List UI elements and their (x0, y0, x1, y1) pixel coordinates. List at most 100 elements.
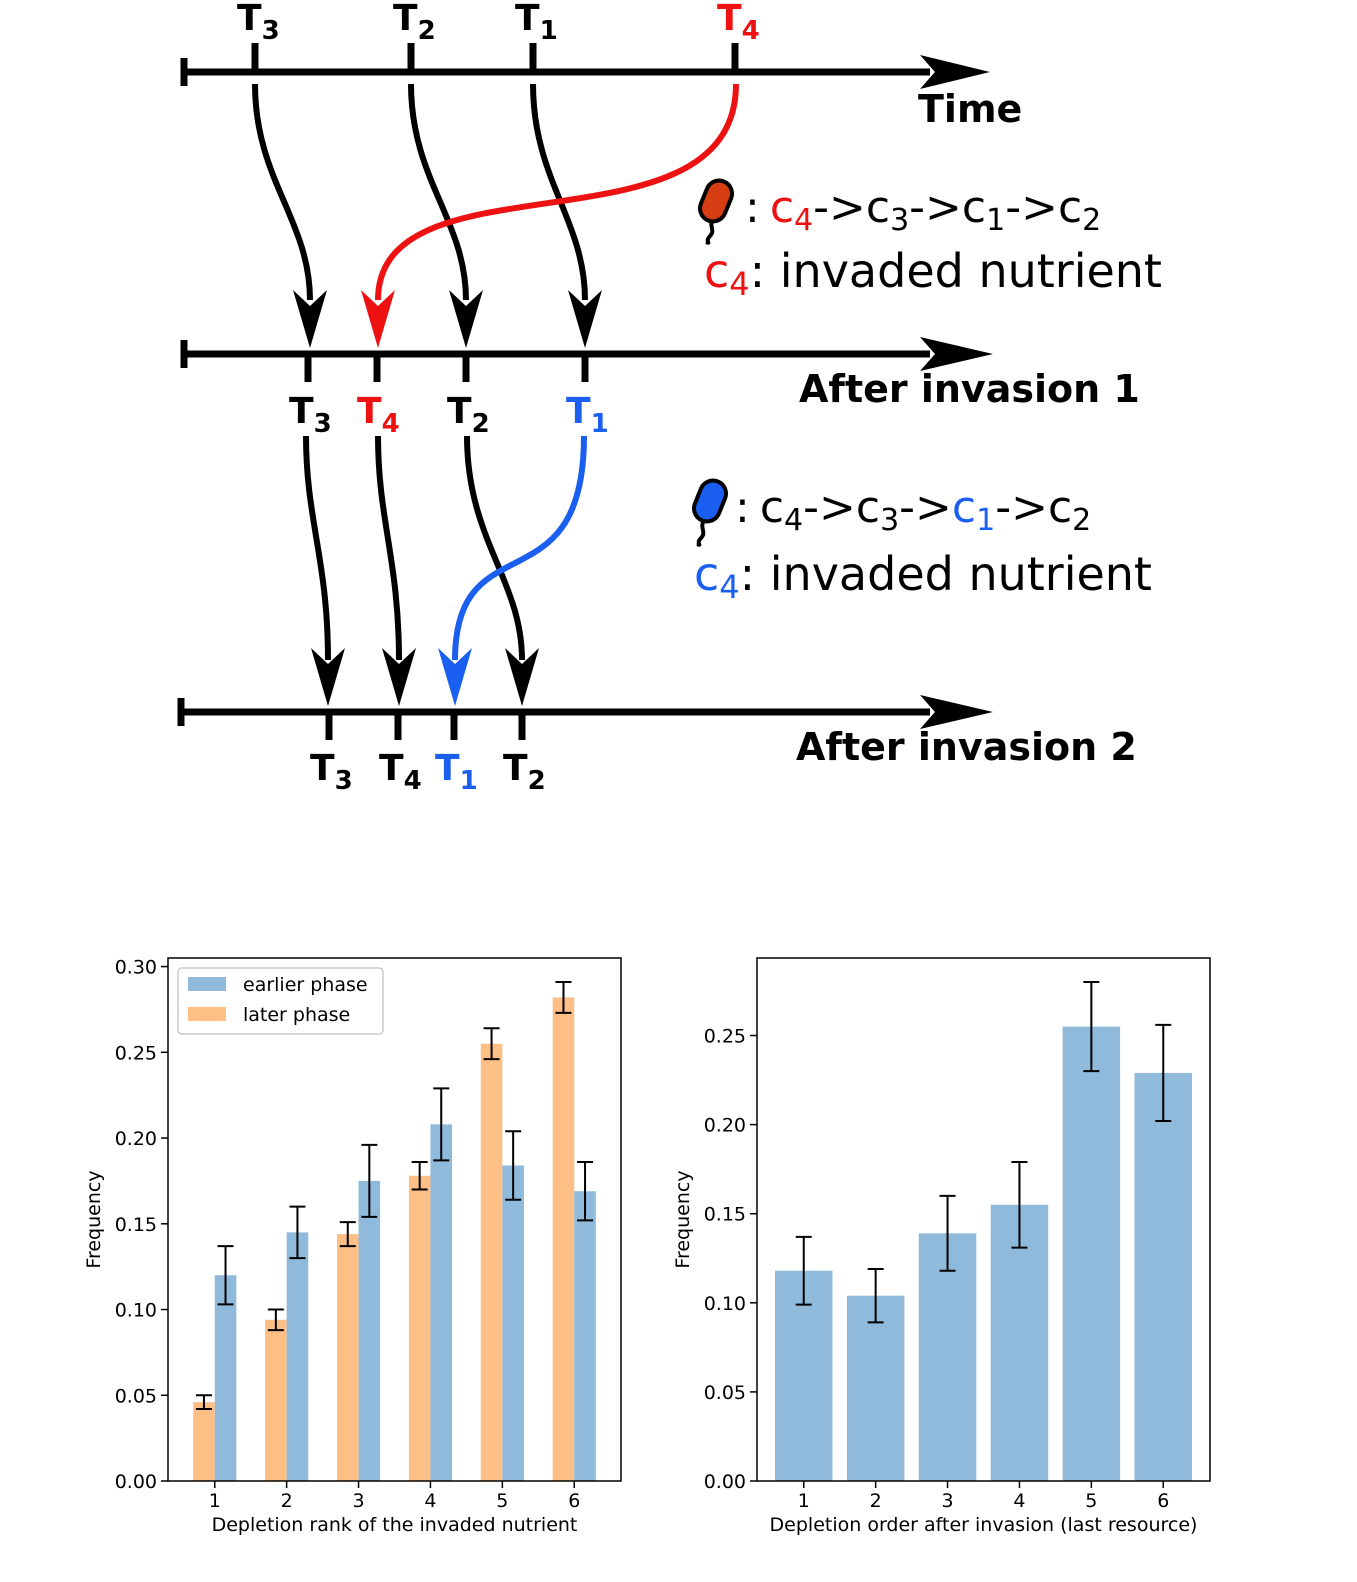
legend-label: earlier phase (243, 974, 368, 996)
bar (265, 1319, 287, 1481)
x-tick-label: 1 (798, 1490, 810, 1512)
y-tick-label: 0.05 (115, 1385, 157, 1407)
chart-depletion-order: 0.00 0.05 0.10 0.15 0.20 0.25 1 2 3 4 5 6Depletion … (672, 957, 1211, 1536)
blue-microbe-icon (692, 478, 728, 547)
x-tick-label: 2 (281, 1490, 293, 1512)
x-tick-label: 4 (424, 1490, 436, 1512)
curved-arrow (375, 435, 402, 661)
timeline-after-invasion-1: T3 T4 T2 T1 After invasion 1 (180, 337, 1140, 439)
curved-arrow (408, 83, 469, 301)
x-tick-label: 1 (209, 1490, 221, 1512)
tick-label: T1 (435, 748, 478, 796)
curved-arrow (464, 435, 525, 661)
depletion-order: : c4->c3->c1->c2 (745, 182, 1101, 238)
timeline-diagram: T3 T2 T1 T4 Time T3 T4 T2 T1 After invas… (177, 0, 1162, 796)
tick-label: T4 (357, 391, 400, 439)
bar (1134, 1072, 1193, 1481)
bar (193, 1402, 215, 1481)
invaded-nutrient-label: c4: invaded nutrient (704, 244, 1162, 303)
tick-label: T3 (237, 0, 280, 46)
y-axis-label: Frequency (672, 1170, 694, 1268)
curved-arrow (252, 83, 313, 301)
timeline-title: Time (918, 87, 1022, 131)
y-axis-label: Frequency (83, 1170, 105, 1268)
invasion-legend-1: : c4->c3->c1->c2 c4: invaded nutrient (698, 178, 1162, 303)
bar (430, 1124, 453, 1481)
tick-label: T2 (393, 0, 436, 46)
x-axis-label: Depletion rank of the invaded nutrient (212, 1514, 578, 1536)
timeline-after-invasion-2: T3 T4 T1 T2 After invasion 2 (177, 695, 1137, 796)
connection-arrows-2 (303, 435, 587, 661)
invaded-nutrient-label: c4: invaded nutrient (694, 547, 1152, 606)
x-tick-label: 4 (1013, 1490, 1025, 1512)
bar (846, 1295, 905, 1481)
bar (990, 1204, 1049, 1481)
y-tick-label: 0.20 (704, 1115, 746, 1137)
curved-arrow-red (375, 83, 739, 301)
bar (774, 1270, 833, 1481)
legend-label: later phase (243, 1004, 350, 1026)
y-tick-label: 0.30 (115, 957, 157, 979)
x-tick-label: 5 (496, 1490, 508, 1512)
tick-marks (304, 354, 589, 382)
legend-frame (177, 967, 384, 1035)
bar (480, 1043, 503, 1481)
bar (552, 997, 575, 1481)
y-tick-label: 0.15 (704, 1204, 746, 1226)
bar (358, 1180, 381, 1481)
chart-legend: earlier phase later phase (177, 967, 384, 1035)
y-tick-label: 0.05 (704, 1382, 746, 1404)
depletion-order: : c4->c3->c1->c2 (735, 482, 1091, 538)
tick-label: T1 (515, 0, 558, 46)
red-microbe-icon (698, 178, 734, 245)
curved-arrow-blue (452, 435, 587, 661)
invasion-legend-2: : c4->c3->c1->c2 c4: invaded nutrient (692, 478, 1152, 606)
arrowheads-2 (311, 648, 539, 706)
legend-swatch (188, 977, 226, 991)
tick-label: T2 (447, 391, 490, 439)
x-tick-label: 5 (1085, 1490, 1097, 1512)
y-tick-label: 0.25 (115, 1042, 157, 1064)
x-tick-label: 3 (942, 1490, 954, 1512)
tick-label: T4 (379, 748, 422, 796)
plot-frame (167, 957, 622, 1482)
y-tick-label: 0.00 (115, 1471, 157, 1493)
tick-marks (325, 712, 526, 740)
y-tick-label: 0.25 (704, 1026, 746, 1048)
tick-label: T3 (289, 391, 332, 439)
timeline-arrowhead (920, 337, 993, 371)
timeline-time: T3 T2 T1 T4 Time (180, 0, 1022, 131)
bar (336, 1234, 359, 1481)
bar (1062, 1026, 1121, 1481)
y-tick-label: 0.15 (115, 1214, 157, 1236)
connection-arrows-1 (252, 83, 739, 301)
curved-arrow (303, 435, 331, 661)
bar (502, 1165, 524, 1481)
arrowheads-1 (293, 290, 602, 348)
tick-label: T3 (310, 748, 353, 796)
bar (918, 1233, 977, 1481)
chart-depletion-rank: 0.00 0.05 0.10 0.15 0.20 0.25 0.30 1 2 3 4 5 6Deplet… (83, 957, 622, 1536)
tick-label: T2 (503, 748, 546, 796)
bar (408, 1175, 431, 1481)
timeline-arrowhead (920, 695, 993, 729)
y-tick-label: 0.10 (115, 1300, 157, 1322)
y-tick-label: 0.20 (115, 1128, 157, 1150)
timeline-title: After invasion 1 (799, 367, 1140, 411)
x-tick-label: 3 (353, 1490, 365, 1512)
x-tick-label: 2 (870, 1490, 882, 1512)
tick-label: T1 (566, 391, 609, 439)
timeline-title: After invasion 2 (796, 725, 1137, 769)
bar (214, 1275, 237, 1481)
tick-label: T4 (717, 0, 760, 46)
bar (574, 1191, 596, 1481)
timeline-arrowhead (920, 55, 990, 89)
bar (286, 1232, 309, 1481)
x-tick-label: 6 (1157, 1490, 1169, 1512)
tick-marks (251, 43, 739, 72)
y-tick-label: 0.10 (704, 1293, 746, 1315)
plot-frame (756, 957, 1211, 1482)
legend-swatch (188, 1007, 226, 1021)
x-axis-label: Depletion order after invasion (last res… (770, 1514, 1198, 1536)
